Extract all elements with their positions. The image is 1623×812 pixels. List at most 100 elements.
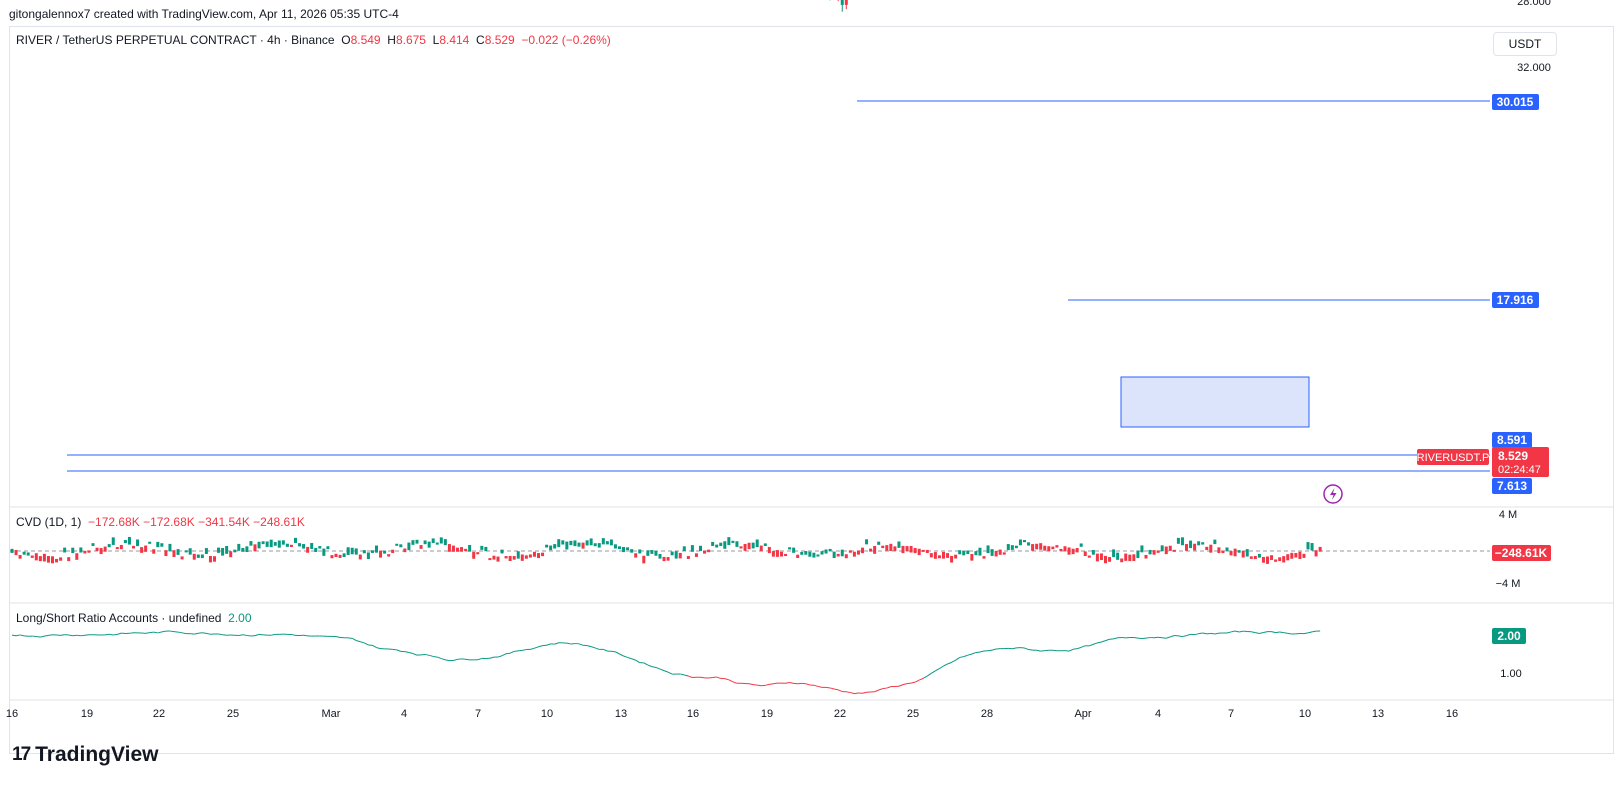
currency-button[interactable]: USDT xyxy=(1493,32,1557,56)
tradingview-brand[interactable]: 17 TradingView xyxy=(12,743,158,767)
cvd-bar xyxy=(869,548,873,552)
time-tick-label: 10 xyxy=(1299,708,1311,720)
cvd-bar xyxy=(1112,549,1116,558)
lsr-segment xyxy=(623,655,628,658)
cvd-bar xyxy=(504,556,508,559)
cvd-bar xyxy=(739,546,743,549)
cvd-bar xyxy=(314,547,318,552)
cvd-bar xyxy=(95,547,99,551)
lsr-segment xyxy=(1307,631,1313,634)
cvd-bar xyxy=(942,551,945,559)
cvd-bar xyxy=(532,551,536,557)
cvd-bar xyxy=(318,546,322,549)
cvd-bar xyxy=(1164,546,1168,555)
price-tick-label: 28.000 xyxy=(1517,0,1551,8)
cvd-bar xyxy=(1071,548,1075,555)
cvd-bar xyxy=(427,541,431,548)
cvd-bar xyxy=(338,554,342,558)
symbol-description: RIVER / TetherUS PERPETUAL CONTRACT · 4h… xyxy=(16,33,335,47)
cvd-bar xyxy=(1132,554,1136,561)
cvd-bar xyxy=(107,544,111,548)
lsr-segment xyxy=(437,656,442,660)
main-legend[interactable]: RIVER / TetherUS PERPETUAL CONTRACT · 4h… xyxy=(16,33,611,47)
cvd-bar xyxy=(666,557,670,561)
cvd-bar xyxy=(1176,537,1180,544)
cvd-bar xyxy=(192,553,196,560)
cvd-bar xyxy=(123,539,127,544)
lsr-segment xyxy=(659,668,665,672)
lightning-icon[interactable] xyxy=(1323,484,1343,504)
lsr-segment xyxy=(177,631,183,634)
cvd-bar xyxy=(200,554,204,559)
cvd-bar xyxy=(1023,539,1026,543)
cvd-bar xyxy=(1043,545,1047,551)
lsr-segment xyxy=(947,661,952,665)
cvd-bar xyxy=(537,553,540,559)
cvd-bar xyxy=(298,543,302,547)
cvd-bar xyxy=(431,538,435,544)
cvd-bar xyxy=(622,546,626,553)
cvd-bar xyxy=(366,552,370,560)
lsr-segment xyxy=(667,671,673,675)
cvd-series xyxy=(10,537,1322,564)
lsr-segment xyxy=(910,681,916,684)
lsr-segment xyxy=(647,664,653,668)
lsr-segment xyxy=(728,679,734,683)
cvd-bar xyxy=(844,554,848,559)
lsr-segment xyxy=(534,646,539,649)
cvd-bar xyxy=(484,546,488,552)
lsr-segment xyxy=(643,662,649,666)
lsr-segment xyxy=(509,650,515,654)
cvd-bar xyxy=(605,541,609,545)
cvd-bar xyxy=(204,548,208,554)
lsr-legend[interactable]: Long/Short Ratio Accounts · undefined 2.… xyxy=(16,611,252,625)
lsr-segment xyxy=(898,684,904,687)
cvd-bar xyxy=(1099,553,1103,561)
consolidation-zone[interactable] xyxy=(1120,376,1310,428)
lsr-segment xyxy=(501,653,507,657)
cvd-bar xyxy=(1035,543,1039,550)
cvd-bar xyxy=(208,555,212,563)
lsr-segment xyxy=(813,684,819,687)
lsr-segment xyxy=(364,642,369,646)
lsr-segment xyxy=(850,692,855,695)
cvd-bar xyxy=(419,545,423,549)
cvd-bar xyxy=(581,542,585,549)
cvd-bar xyxy=(1063,546,1067,552)
cvd-bar xyxy=(1201,542,1205,545)
cvd-bar xyxy=(1160,545,1164,552)
lsr-segment xyxy=(113,633,118,636)
cvd-bar xyxy=(921,549,925,552)
lsr-segment xyxy=(1275,631,1280,634)
cvd-bar xyxy=(144,545,148,552)
cvd-bar xyxy=(516,551,520,559)
cvd-bar xyxy=(34,553,38,561)
cvd-bar xyxy=(1014,545,1018,549)
cvd-bar xyxy=(306,546,310,553)
cvd-bar xyxy=(164,550,168,557)
lsr-segment xyxy=(19,634,25,637)
cvd-legend[interactable]: CVD (1D, 1) −172.68K −172.68K −341.54K −… xyxy=(16,515,305,529)
candle-body xyxy=(844,0,848,5)
lsr-segment xyxy=(392,648,397,651)
cvd-bar xyxy=(946,553,950,558)
lsr-segment xyxy=(1040,650,1045,652)
lsr-segment xyxy=(935,668,940,672)
cvd-bar xyxy=(508,555,512,562)
cvd-bar xyxy=(132,545,135,549)
cvd-bar xyxy=(1225,547,1229,552)
lsr-segment xyxy=(834,688,839,691)
cvd-bar xyxy=(1075,548,1079,553)
cvd-bar xyxy=(1124,553,1128,561)
cvd-bar xyxy=(771,551,775,557)
cvd-bar xyxy=(1006,544,1010,551)
cvd-bar xyxy=(79,547,83,553)
cvd-bar xyxy=(1237,550,1241,553)
low-value: 8.414 xyxy=(439,33,470,47)
cvd-bar xyxy=(743,543,747,551)
cvd-bar xyxy=(302,544,306,549)
lsr-segment xyxy=(1311,630,1317,633)
lsr-segment xyxy=(109,633,114,636)
cvd-bar xyxy=(986,545,990,554)
